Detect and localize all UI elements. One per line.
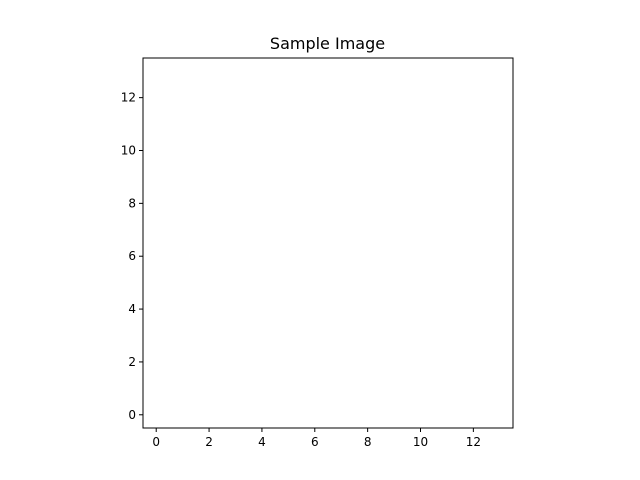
x-tick-label: 0 xyxy=(152,435,160,449)
y-tick-label: 8 xyxy=(128,196,136,210)
x-tick-label: 8 xyxy=(364,435,372,449)
chart-title: Sample Image xyxy=(270,34,385,53)
x-tick-label: 12 xyxy=(466,435,481,449)
y-tick-label: 10 xyxy=(121,144,136,158)
x-tick-label: 6 xyxy=(311,435,319,449)
x-tick-label: 4 xyxy=(258,435,266,449)
x-tick-label: 10 xyxy=(413,435,428,449)
y-tick-label: 4 xyxy=(128,302,136,316)
x-axis-ticks: 0 2 4 6 8 10 12 xyxy=(152,428,481,449)
y-tick-label: 12 xyxy=(121,91,136,105)
y-tick-label: 2 xyxy=(128,355,136,369)
x-tick-label: 2 xyxy=(205,435,213,449)
plot-frame xyxy=(142,57,514,429)
y-tick-label: 6 xyxy=(128,249,136,263)
y-tick-label: 0 xyxy=(128,408,136,422)
y-axis-ticks: 0 2 4 6 8 10 12 xyxy=(121,91,143,422)
